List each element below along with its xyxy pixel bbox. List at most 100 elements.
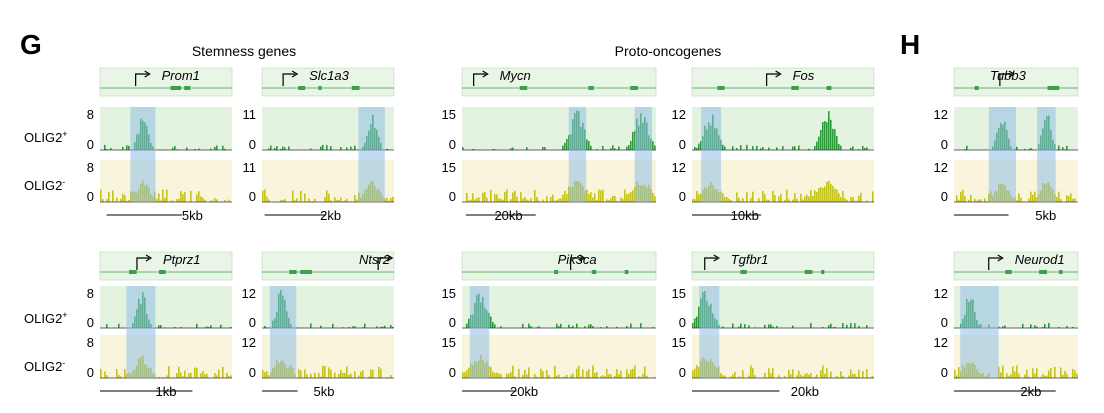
signal-bar — [350, 374, 352, 378]
signal-bar — [306, 375, 308, 378]
signal-bar — [724, 147, 726, 150]
signal-bar — [168, 366, 170, 378]
signal-bar — [782, 146, 784, 150]
signal-bar — [816, 192, 818, 202]
y-tick-zero: 0 — [679, 137, 686, 152]
signal-bar — [586, 371, 588, 378]
signal-bar — [612, 196, 614, 202]
signal-bar — [628, 374, 630, 378]
signal-bar — [266, 371, 268, 378]
signal-bar — [504, 192, 506, 202]
signal-bar — [624, 190, 626, 202]
signal-bar — [356, 200, 358, 202]
signal-bar — [852, 146, 854, 150]
scale-bar-label: 2kb — [1020, 384, 1041, 399]
signal-bar — [326, 145, 328, 150]
signal-bar — [798, 145, 800, 150]
exon-mark — [1039, 270, 1047, 274]
signal-bar — [626, 194, 628, 202]
signal-bar — [762, 147, 764, 150]
signal-bar — [1050, 368, 1052, 378]
signal-bar — [790, 374, 792, 378]
signal-bar — [816, 142, 818, 150]
signal-bar — [588, 194, 590, 202]
gene-name: Ptprz1 — [163, 252, 201, 267]
signal-bar — [340, 370, 342, 378]
signal-bar — [284, 199, 286, 202]
signal-bar — [330, 146, 332, 150]
signal-bar — [314, 373, 316, 378]
signal-bar — [1044, 324, 1046, 328]
signal-bar — [1010, 374, 1012, 378]
scale-bar-label: 5kb — [182, 208, 203, 223]
signal-bar — [840, 371, 842, 378]
signal-bar — [486, 197, 488, 202]
signal-bar — [462, 372, 464, 378]
signal-bar — [770, 373, 772, 378]
signal-bar — [104, 145, 106, 150]
signal-bar — [494, 194, 496, 202]
signal-bar — [828, 111, 830, 150]
signal-bar — [866, 325, 868, 328]
signal-bar — [1072, 369, 1074, 378]
signal-bar — [698, 194, 700, 202]
gene-model-box — [692, 68, 874, 96]
gene-name: Tgfbr1 — [731, 252, 769, 267]
signal-bar — [612, 145, 614, 150]
signal-bar — [826, 368, 828, 378]
signal-bar — [606, 369, 608, 378]
signal-bar — [514, 191, 516, 202]
signal-bar — [534, 374, 536, 378]
signal-bar — [632, 190, 634, 202]
signal-bar — [696, 317, 698, 328]
exon-mark — [300, 270, 307, 274]
track-background-olig2-plus — [462, 107, 656, 150]
signal-bar — [524, 197, 526, 202]
signal-bar — [692, 370, 694, 378]
signal-bar — [520, 192, 522, 202]
signal-bar — [166, 375, 168, 378]
y-tick-max: 12 — [242, 286, 256, 301]
signal-bar — [764, 194, 766, 202]
signal-bar — [724, 197, 726, 202]
y-tick-max: 11 — [243, 107, 257, 122]
signal-bar — [792, 369, 794, 378]
signal-bar — [1060, 367, 1062, 378]
signal-bar — [546, 370, 548, 378]
signal-bar — [822, 365, 824, 378]
exon-mark — [791, 86, 798, 90]
signal-bar — [768, 148, 770, 150]
signal-bar — [600, 191, 602, 202]
signal-bar — [216, 145, 218, 150]
signal-bar — [854, 323, 856, 328]
y-tick-max: 15 — [442, 335, 456, 350]
signal-bar — [590, 324, 592, 328]
signal-bar — [498, 198, 500, 202]
signal-bar — [826, 182, 828, 202]
signal-bar — [536, 197, 538, 202]
signal-bar — [380, 369, 382, 378]
signal-bar — [500, 199, 502, 202]
scale-bar-label: 2kb — [320, 208, 341, 223]
signal-bar — [588, 369, 590, 378]
signal-bar — [1072, 199, 1074, 202]
scale-bar-label: 5kb — [1035, 208, 1056, 223]
signal-bar — [202, 198, 204, 202]
signal-bar — [1066, 195, 1068, 202]
gene-model-box — [462, 68, 656, 96]
signal-bar — [740, 145, 742, 150]
signal-bar — [126, 145, 128, 150]
signal-bar — [588, 141, 590, 150]
signal-bar — [738, 198, 740, 202]
signal-bar — [794, 146, 796, 150]
y-tick-max: 15 — [442, 286, 456, 301]
signal-bar — [834, 189, 836, 202]
signal-bar — [176, 373, 178, 378]
y-tick-max: 15 — [442, 107, 456, 122]
signal-bar — [832, 186, 834, 202]
signal-bar — [586, 140, 588, 150]
signal-bar — [324, 197, 326, 202]
